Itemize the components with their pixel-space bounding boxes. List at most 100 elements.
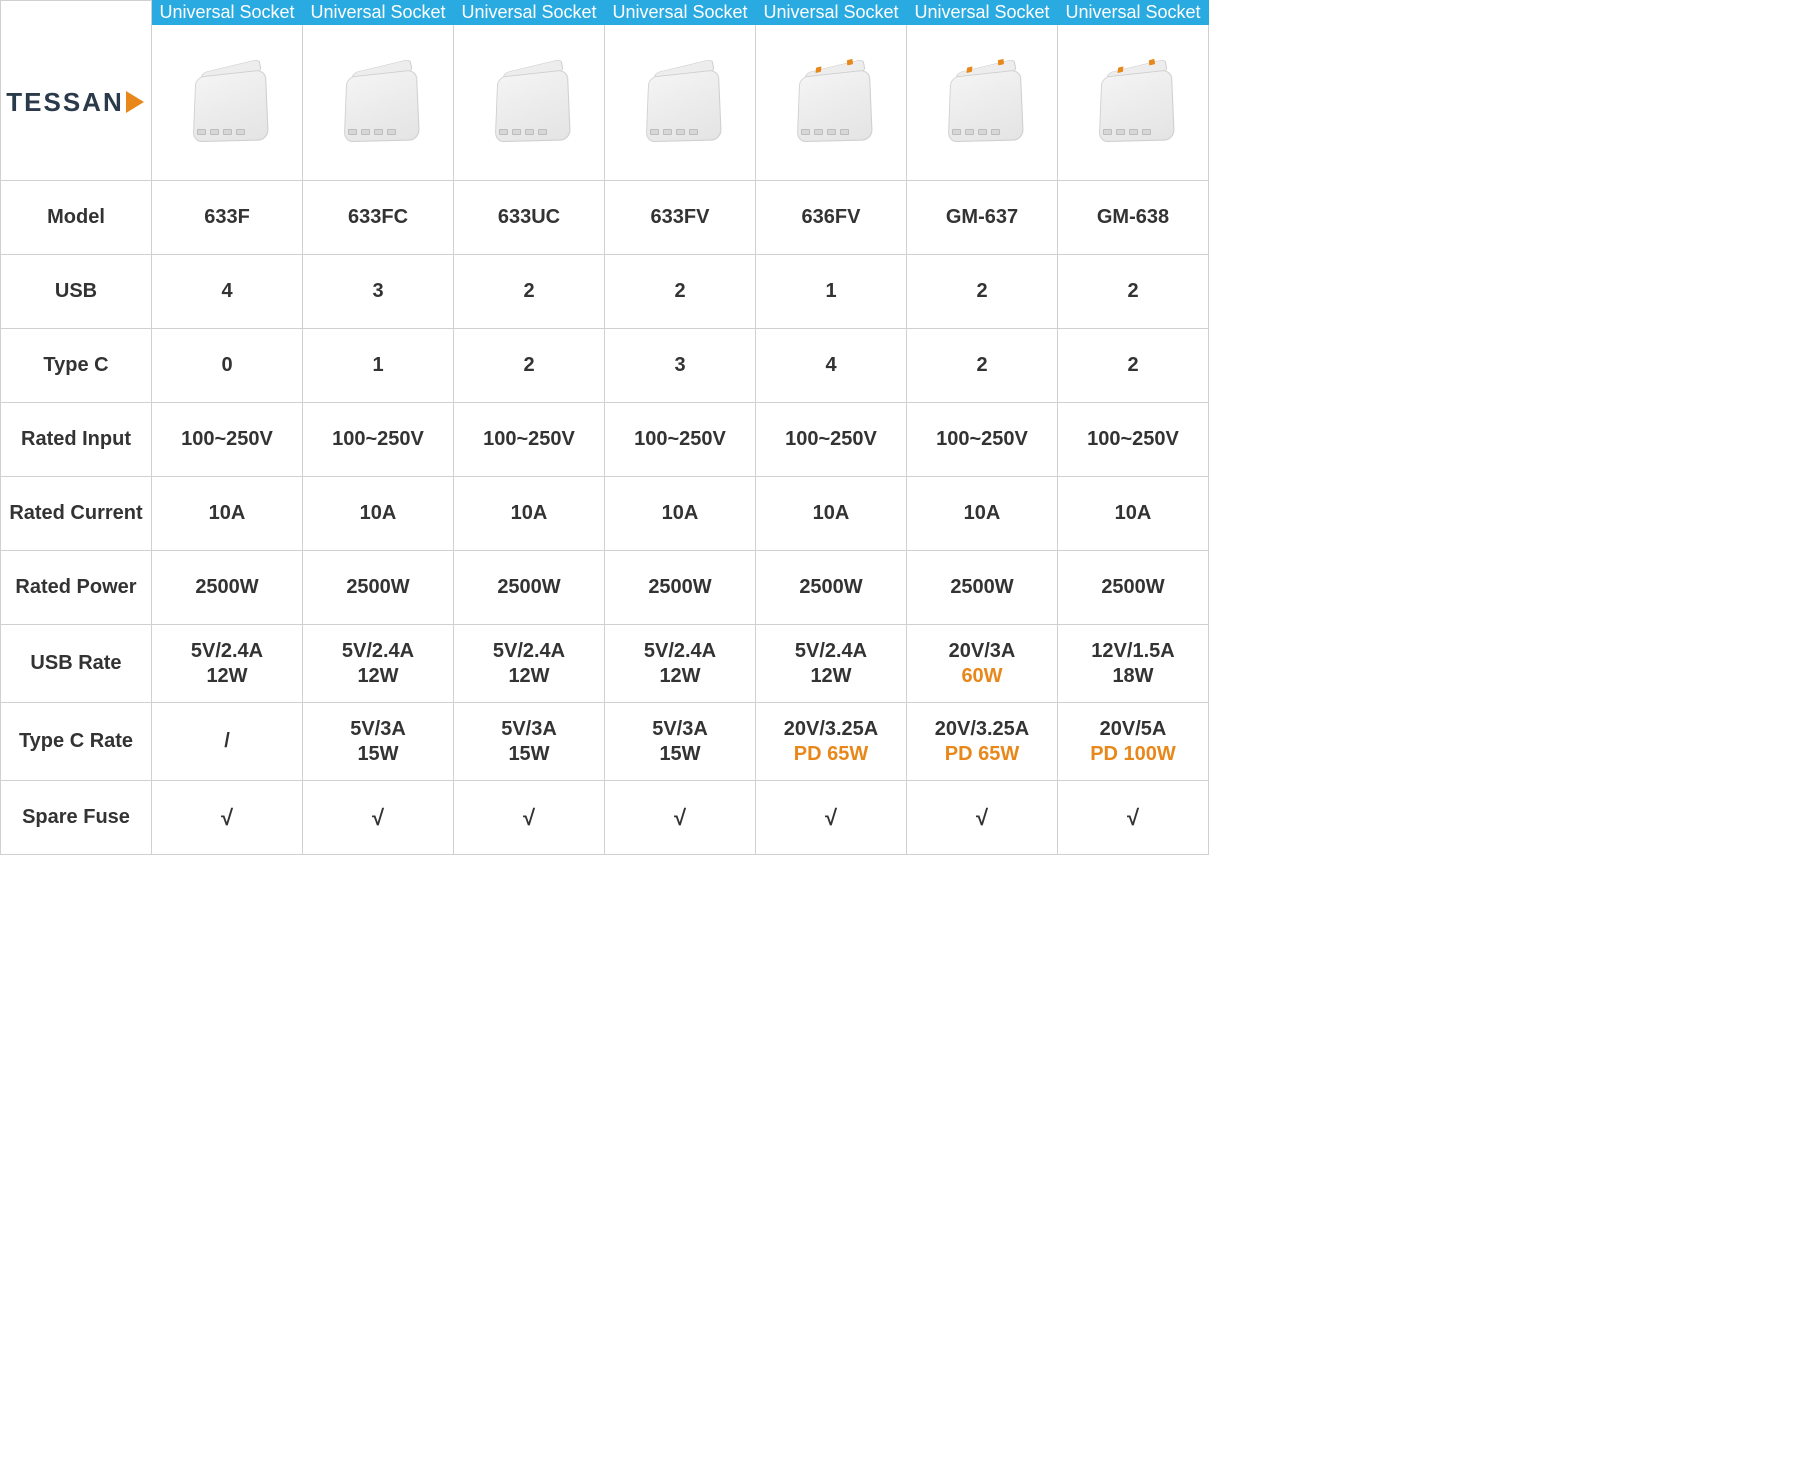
product-icon [177, 53, 277, 153]
row-label: Rated Input [1, 403, 152, 477]
cell-rated-current: 10A [907, 477, 1058, 551]
cell-typec: 3 [605, 329, 756, 403]
product-image-cell [756, 25, 907, 181]
usb-rate-line2: 12W [756, 664, 906, 689]
cell-usb: 3 [303, 255, 454, 329]
typec-rate-line1: 5V/3A [454, 717, 604, 742]
cell-typec-rate: 20V/5A PD 100W [1058, 703, 1209, 781]
cell-model: GM-638 [1058, 181, 1209, 255]
usb-rate-line2: 60W [907, 664, 1057, 689]
typec-rate-line2: 15W [303, 742, 453, 767]
product-image-cell [454, 25, 605, 181]
cell-typec-rate: 20V/3.25A PD 65W [756, 703, 907, 781]
cell-spare-fuse: √ [907, 781, 1058, 855]
product-image-cell [152, 25, 303, 181]
cell-usb: 2 [454, 255, 605, 329]
cell-usb-rate: 5V/2.4A 12W [303, 625, 454, 703]
cell-usb-rate: 20V/3A 60W [907, 625, 1058, 703]
cell-typec: 1 [303, 329, 454, 403]
typec-rate-line1: 20V/5A [1058, 717, 1208, 742]
cell-spare-fuse: √ [756, 781, 907, 855]
cell-spare-fuse: √ [454, 781, 605, 855]
row-model: Model 633F 633FC 633UC 633FV 636FV GM-63… [1, 181, 1209, 255]
header-blank [1, 1, 152, 25]
cell-typec-rate: 5V/3A 15W [303, 703, 454, 781]
column-header: Universal Socket [1058, 1, 1209, 25]
product-image-cell [907, 25, 1058, 181]
column-header: Universal Socket [303, 1, 454, 25]
usb-rate-line1: 20V/3A [907, 639, 1057, 664]
brand-triangle-icon [126, 91, 144, 113]
typec-rate-line1: 5V/3A [303, 717, 453, 742]
cell-spare-fuse: √ [605, 781, 756, 855]
typec-rate-line1: 5V/3A [605, 717, 755, 742]
cell-model: 633UC [454, 181, 605, 255]
cell-model: 636FV [756, 181, 907, 255]
cell-typec-rate: 20V/3.25A PD 65W [907, 703, 1058, 781]
usb-rate-line1: 5V/2.4A [605, 639, 755, 664]
cell-rated-current: 10A [756, 477, 907, 551]
typec-rate-line2: 15W [605, 742, 755, 767]
typec-rate-line2: PD 100W [1058, 742, 1208, 767]
cell-typec-rate: 5V/3A 15W [605, 703, 756, 781]
cell-model: GM-637 [907, 181, 1058, 255]
row-label: Rated Current [1, 477, 152, 551]
usb-rate-line2: 12W [152, 664, 302, 689]
row-rated-current: Rated Current 10A 10A 10A 10A 10A 10A 10… [1, 477, 1209, 551]
row-label: USB [1, 255, 152, 329]
row-spare-fuse: Spare Fuse √ √ √ √ √ √ √ [1, 781, 1209, 855]
typec-rate-line2: PD 65W [756, 742, 906, 767]
cell-usb: 1 [756, 255, 907, 329]
usb-rate-line2: 12W [605, 664, 755, 689]
cell-usb-rate: 5V/2.4A 12W [605, 625, 756, 703]
brand-logo: TESSAN [1, 87, 151, 118]
row-label: Spare Fuse [1, 781, 152, 855]
cell-rated-input: 100~250V [1058, 403, 1209, 477]
row-label: Type C [1, 329, 152, 403]
row-usb: USB 4 3 2 2 1 2 2 [1, 255, 1209, 329]
image-row: TESSAN [1, 25, 1209, 181]
usb-rate-line1: 12V/1.5A [1058, 639, 1208, 664]
cell-spare-fuse: √ [303, 781, 454, 855]
product-image-cell [303, 25, 454, 181]
product-icon [630, 53, 730, 153]
row-label: Rated Power [1, 551, 152, 625]
cell-model: 633F [152, 181, 303, 255]
cell-spare-fuse: √ [152, 781, 303, 855]
cell-typec-rate: 5V/3A 15W [454, 703, 605, 781]
cell-rated-power: 2500W [756, 551, 907, 625]
cell-rated-input: 100~250V [152, 403, 303, 477]
cell-rated-current: 10A [454, 477, 605, 551]
cell-typec: 2 [1058, 329, 1209, 403]
product-image-cell [605, 25, 756, 181]
cell-model: 633FV [605, 181, 756, 255]
typec-rate-line1: 20V/3.25A [907, 717, 1057, 742]
cell-rated-current: 10A [303, 477, 454, 551]
cell-rated-power: 2500W [303, 551, 454, 625]
cell-typec: 0 [152, 329, 303, 403]
column-header: Universal Socket [152, 1, 303, 25]
usb-rate-line1: 5V/2.4A [152, 639, 302, 664]
comparison-table: Universal Socket Universal Socket Univer… [0, 0, 1209, 855]
typec-rate-line1: / [152, 729, 302, 754]
row-typec-rate: Type C Rate / 5V/3A 15W 5V/3A 15W 5V/3A … [1, 703, 1209, 781]
cell-rated-power: 2500W [605, 551, 756, 625]
cell-typec: 4 [756, 329, 907, 403]
cell-rated-power: 2500W [454, 551, 605, 625]
row-label: USB Rate [1, 625, 152, 703]
product-icon [781, 53, 881, 153]
row-rated-power: Rated Power 2500W 2500W 2500W 2500W 2500… [1, 551, 1209, 625]
cell-rated-input: 100~250V [756, 403, 907, 477]
cell-usb-rate: 12V/1.5A 18W [1058, 625, 1209, 703]
cell-usb: 2 [1058, 255, 1209, 329]
usb-rate-line2: 12W [303, 664, 453, 689]
column-header: Universal Socket [756, 1, 907, 25]
row-typec: Type C 0 1 2 3 4 2 2 [1, 329, 1209, 403]
cell-usb: 4 [152, 255, 303, 329]
cell-usb: 2 [605, 255, 756, 329]
product-icon [479, 53, 579, 153]
product-image-cell [1058, 25, 1209, 181]
cell-typec: 2 [454, 329, 605, 403]
product-icon [328, 53, 428, 153]
cell-typec: 2 [907, 329, 1058, 403]
